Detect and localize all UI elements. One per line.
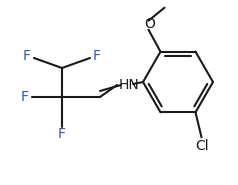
Text: F: F: [93, 49, 101, 63]
Text: F: F: [58, 127, 66, 141]
Text: F: F: [23, 49, 31, 63]
Text: HN: HN: [119, 78, 139, 92]
Text: F: F: [21, 90, 29, 104]
Text: O: O: [144, 17, 155, 31]
Text: Cl: Cl: [196, 139, 209, 153]
